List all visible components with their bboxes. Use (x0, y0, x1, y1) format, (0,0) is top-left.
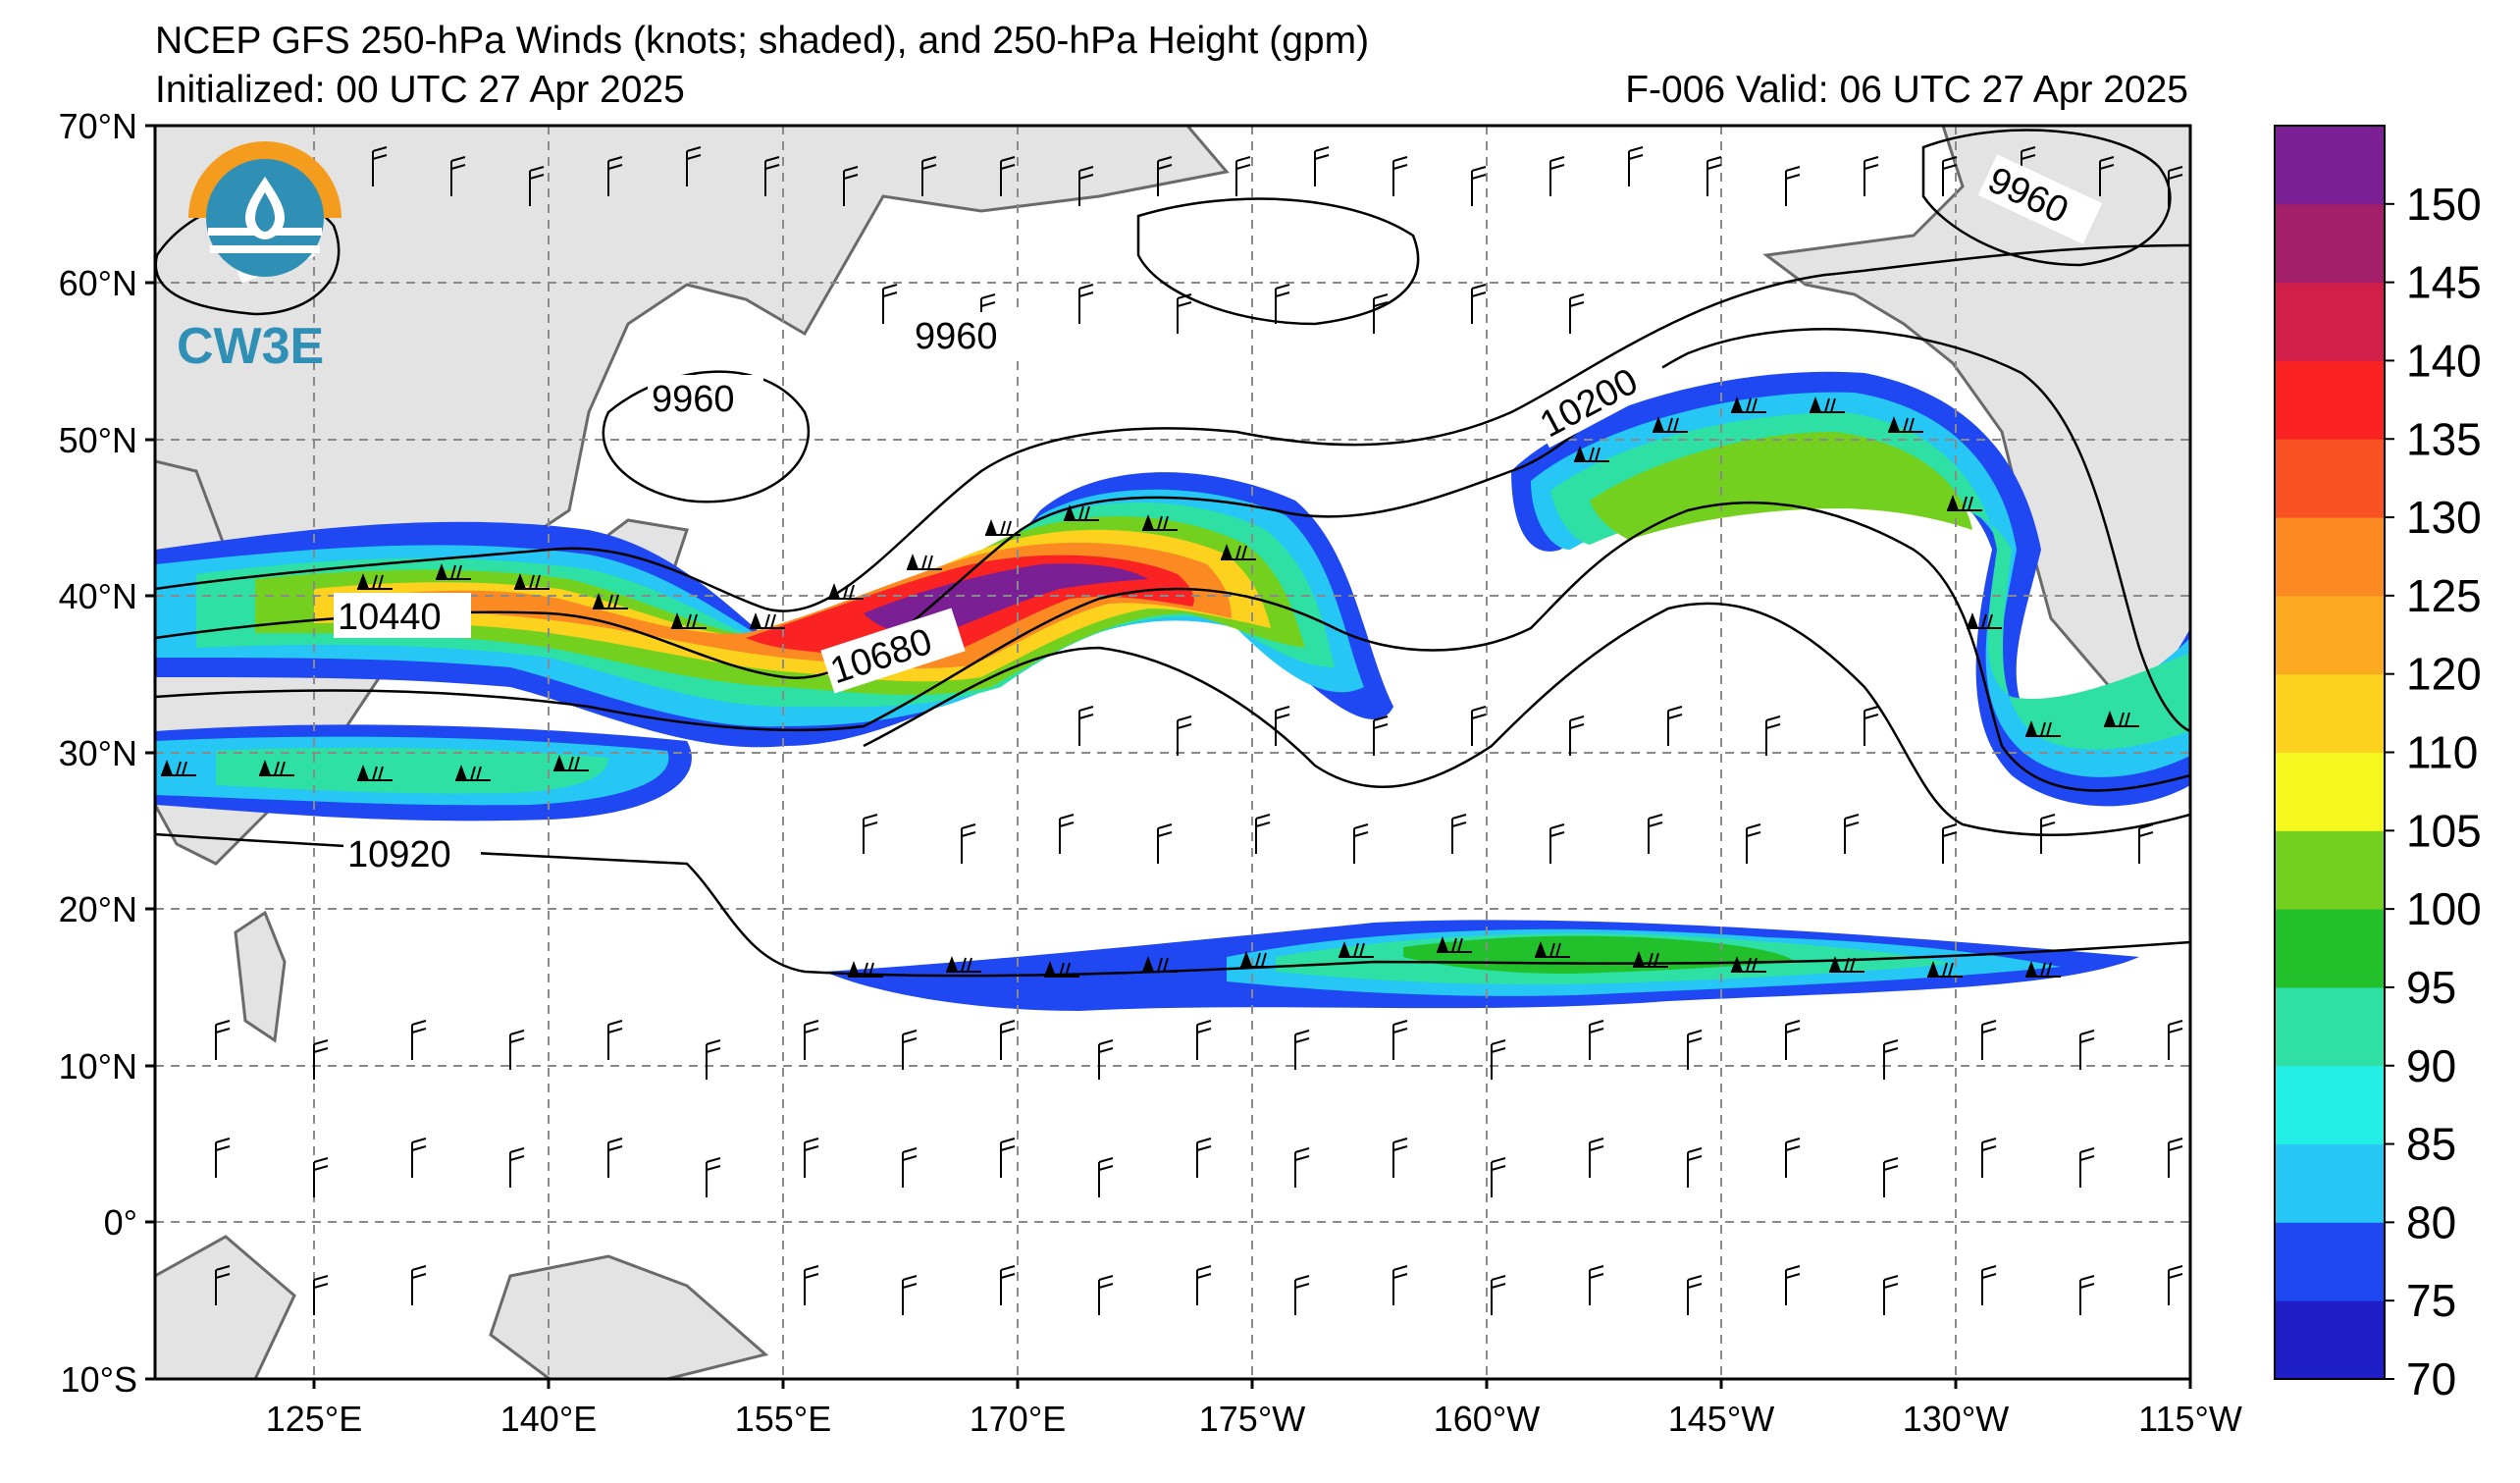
lon-label: 125°E (266, 1399, 362, 1439)
contour-label-10920: 10920 (347, 834, 451, 875)
contour-label-10440: 10440 (338, 597, 442, 638)
asia-landmass (155, 126, 1230, 866)
colorbar-bin (2275, 439, 2385, 518)
lat-label: 60°N (59, 263, 137, 303)
lat-label: 40°N (59, 576, 137, 616)
colorbar-bin (2275, 1065, 2385, 1145)
longitude-labels: 125°E 140°E 155°E 170°E 175°W 160°W 145°… (266, 1399, 2242, 1439)
contour-labels: 9960 9960 9960 9960 10200 10440 10680 10… (226, 154, 2103, 875)
lon-label: 140°E (500, 1399, 597, 1439)
colorbar-tick-label: 135 (2406, 413, 2482, 464)
colorbar-bin (2275, 986, 2385, 1067)
colorbar-tick-label: 150 (2406, 179, 2482, 230)
colorbar-tick-label: 130 (2406, 492, 2482, 543)
lat-label: 10°N (59, 1046, 137, 1086)
colorbar-tick-label: 85 (2406, 1119, 2456, 1170)
colorbar-tick-label: 105 (2406, 805, 2482, 856)
lon-label: 175°W (1199, 1399, 1305, 1439)
colorbar-tick-label: 140 (2406, 335, 2482, 386)
indonesia (155, 1235, 296, 1379)
colorbar-tick-label: 145 (2406, 257, 2482, 308)
colorbar-bin (2275, 282, 2385, 361)
colorbar-tick-label: 90 (2406, 1040, 2456, 1091)
lat-label: 70°N (59, 106, 137, 146)
lon-label: 155°E (735, 1399, 831, 1439)
colorbar-tick-label: 100 (2406, 883, 2482, 934)
colorbar-tick-label: 110 (2406, 727, 2478, 778)
wind-speed-shading (155, 371, 2190, 1011)
colorbar-tick-label: 120 (2406, 649, 2482, 700)
lat-label: 30°N (59, 733, 137, 773)
contour-label-9960-b: 9960 (652, 379, 735, 420)
valid-time: F-006 Valid: 06 UTC 27 Apr 2025 (1625, 69, 2188, 111)
lon-label: 160°W (1434, 1399, 1540, 1439)
axis-ticks (145, 124, 2192, 1389)
map-title: NCEP GFS 250-hPa Winds (knots; shaded), … (155, 20, 1370, 62)
colorbar-bin (2275, 126, 2385, 205)
logo-text: CW3E (177, 318, 324, 375)
colorbar-bin (2275, 360, 2385, 440)
lat-label: 0° (104, 1202, 137, 1243)
colorbar: 70 75 80 85 90 95 100 105 110 120 125 130 135 140 145 1… (2274, 125, 2482, 1404)
colorbar-bin (2275, 517, 2385, 597)
lon-label: 130°W (1903, 1399, 2009, 1439)
colorbar-bin (2275, 1300, 2385, 1380)
colorbar-bin (2275, 830, 2385, 910)
colorbar-bin (2275, 203, 2385, 284)
height-contours (155, 129, 2190, 978)
cw3e-logo-icon (188, 141, 341, 277)
colorbar-tick-label: 80 (2406, 1196, 2456, 1247)
colorbar-bin (2275, 595, 2385, 675)
colorbar-tick-label: 75 (2406, 1275, 2456, 1326)
init-time: Initialized: 00 UTC 27 Apr 2025 (155, 69, 685, 111)
latitude-labels: 70°N 60°N 50°N 40°N 30°N 20°N 10°N 0° 10… (59, 106, 137, 1400)
colorbar-bin (2275, 752, 2385, 831)
lat-label: 10°S (61, 1359, 137, 1400)
new-guinea (489, 1254, 769, 1379)
lon-label: 115°W (2138, 1399, 2242, 1439)
colorbar-bin (2275, 673, 2385, 753)
lat-label: 20°N (59, 889, 137, 929)
colorbar-bin (2275, 1143, 2385, 1223)
colorbar-bin (2275, 909, 2385, 988)
colorbar-tick-label: 125 (2406, 570, 2482, 621)
philippines (234, 910, 287, 1043)
colorbar-tick-label: 70 (2406, 1353, 2456, 1404)
colorbar-tick-label: 95 (2406, 962, 2456, 1013)
lat-label: 50°N (59, 420, 137, 460)
lon-label: 145°W (1668, 1399, 1774, 1439)
contour-label-9960-a: 9960 (915, 316, 998, 357)
lon-label: 170°E (970, 1399, 1066, 1439)
colorbar-bin (2275, 1222, 2385, 1301)
